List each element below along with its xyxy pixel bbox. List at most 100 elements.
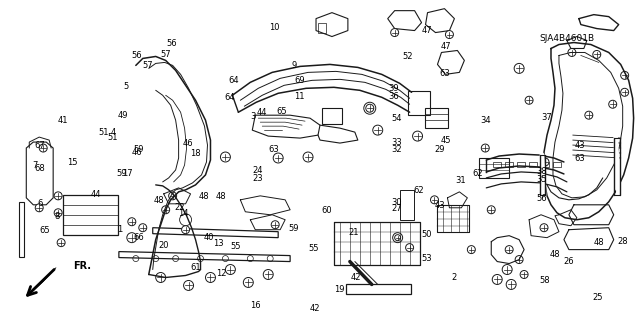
Circle shape — [505, 246, 513, 254]
Text: 54: 54 — [391, 114, 402, 123]
Circle shape — [487, 206, 495, 214]
Circle shape — [205, 272, 216, 282]
Text: 9: 9 — [292, 61, 297, 70]
Circle shape — [609, 100, 617, 108]
Bar — [318, 23, 326, 33]
Text: 42: 42 — [310, 304, 320, 313]
Text: 1: 1 — [116, 225, 122, 234]
Text: 69: 69 — [294, 76, 305, 85]
Text: 48: 48 — [198, 192, 209, 201]
Circle shape — [372, 125, 383, 135]
Circle shape — [585, 111, 593, 119]
Text: 42: 42 — [351, 273, 361, 282]
Text: 30: 30 — [391, 198, 402, 207]
Circle shape — [57, 239, 65, 247]
Text: 68: 68 — [35, 164, 45, 173]
Text: 18: 18 — [191, 149, 201, 158]
Text: 31: 31 — [455, 176, 465, 185]
Text: 48: 48 — [594, 238, 604, 247]
Text: 48: 48 — [154, 196, 164, 205]
Circle shape — [162, 206, 170, 214]
Text: 66: 66 — [133, 233, 144, 242]
Text: 28: 28 — [618, 237, 628, 246]
Text: 44: 44 — [256, 108, 267, 117]
Text: 22: 22 — [175, 203, 185, 211]
Text: 51: 51 — [98, 128, 109, 137]
Text: 56: 56 — [167, 39, 177, 48]
Circle shape — [621, 71, 628, 79]
Text: 46: 46 — [183, 139, 193, 148]
Circle shape — [139, 224, 147, 232]
Text: 32: 32 — [391, 145, 402, 154]
Bar — [63, 195, 118, 235]
Circle shape — [431, 196, 438, 204]
Circle shape — [445, 31, 453, 39]
Text: 26: 26 — [563, 257, 574, 266]
Text: 55: 55 — [230, 242, 241, 251]
Bar — [408, 91, 429, 115]
Circle shape — [520, 271, 528, 278]
Bar — [493, 162, 501, 167]
Bar — [553, 162, 561, 167]
Circle shape — [271, 221, 279, 229]
Circle shape — [182, 226, 189, 234]
Text: 63: 63 — [269, 145, 280, 154]
Text: 57: 57 — [143, 61, 153, 70]
Text: 12: 12 — [216, 269, 227, 278]
Text: 23: 23 — [252, 174, 263, 183]
Text: 36: 36 — [388, 92, 399, 101]
Text: 33: 33 — [391, 137, 402, 146]
Circle shape — [263, 270, 273, 279]
Text: 56: 56 — [536, 194, 547, 203]
Circle shape — [156, 272, 166, 282]
Text: 49: 49 — [117, 111, 128, 120]
Bar — [529, 162, 537, 167]
Text: 20: 20 — [158, 241, 168, 250]
Text: 52: 52 — [403, 52, 413, 61]
Circle shape — [390, 29, 399, 37]
Circle shape — [35, 204, 44, 212]
Text: 19: 19 — [334, 285, 344, 293]
Text: 35: 35 — [536, 175, 547, 184]
Circle shape — [127, 233, 137, 243]
Text: 21: 21 — [349, 228, 359, 237]
Text: 47: 47 — [422, 26, 433, 35]
Circle shape — [514, 63, 524, 73]
Text: 62: 62 — [413, 186, 424, 195]
Text: 64: 64 — [224, 93, 235, 102]
Circle shape — [492, 274, 502, 285]
Text: 58: 58 — [539, 276, 550, 285]
Polygon shape — [29, 268, 56, 294]
Circle shape — [39, 144, 47, 152]
Text: 29: 29 — [435, 145, 445, 154]
Text: 38: 38 — [536, 167, 547, 176]
Text: 2: 2 — [451, 272, 456, 281]
Circle shape — [169, 192, 177, 200]
Text: 44: 44 — [90, 190, 101, 199]
Bar — [322, 108, 342, 124]
Circle shape — [128, 218, 136, 226]
Text: 64: 64 — [228, 76, 239, 85]
Text: 63: 63 — [575, 154, 586, 163]
Text: 48: 48 — [216, 192, 227, 201]
Text: 16: 16 — [250, 301, 260, 310]
Text: 65: 65 — [276, 107, 287, 116]
Text: 37: 37 — [541, 113, 552, 122]
Circle shape — [54, 192, 62, 200]
Bar — [399, 190, 413, 220]
Text: 60: 60 — [321, 206, 332, 215]
Text: 3: 3 — [250, 112, 256, 121]
Circle shape — [506, 279, 516, 289]
Text: 4: 4 — [110, 128, 116, 137]
Text: 27: 27 — [391, 204, 402, 213]
Circle shape — [406, 244, 413, 252]
Text: 67: 67 — [35, 141, 45, 150]
Text: 46: 46 — [132, 148, 143, 157]
Text: 17: 17 — [122, 169, 133, 178]
Text: 59: 59 — [288, 224, 298, 233]
Text: 24: 24 — [252, 166, 263, 175]
Text: 41: 41 — [58, 116, 68, 125]
Circle shape — [568, 48, 576, 56]
Circle shape — [541, 158, 549, 166]
Text: 25: 25 — [592, 293, 602, 302]
